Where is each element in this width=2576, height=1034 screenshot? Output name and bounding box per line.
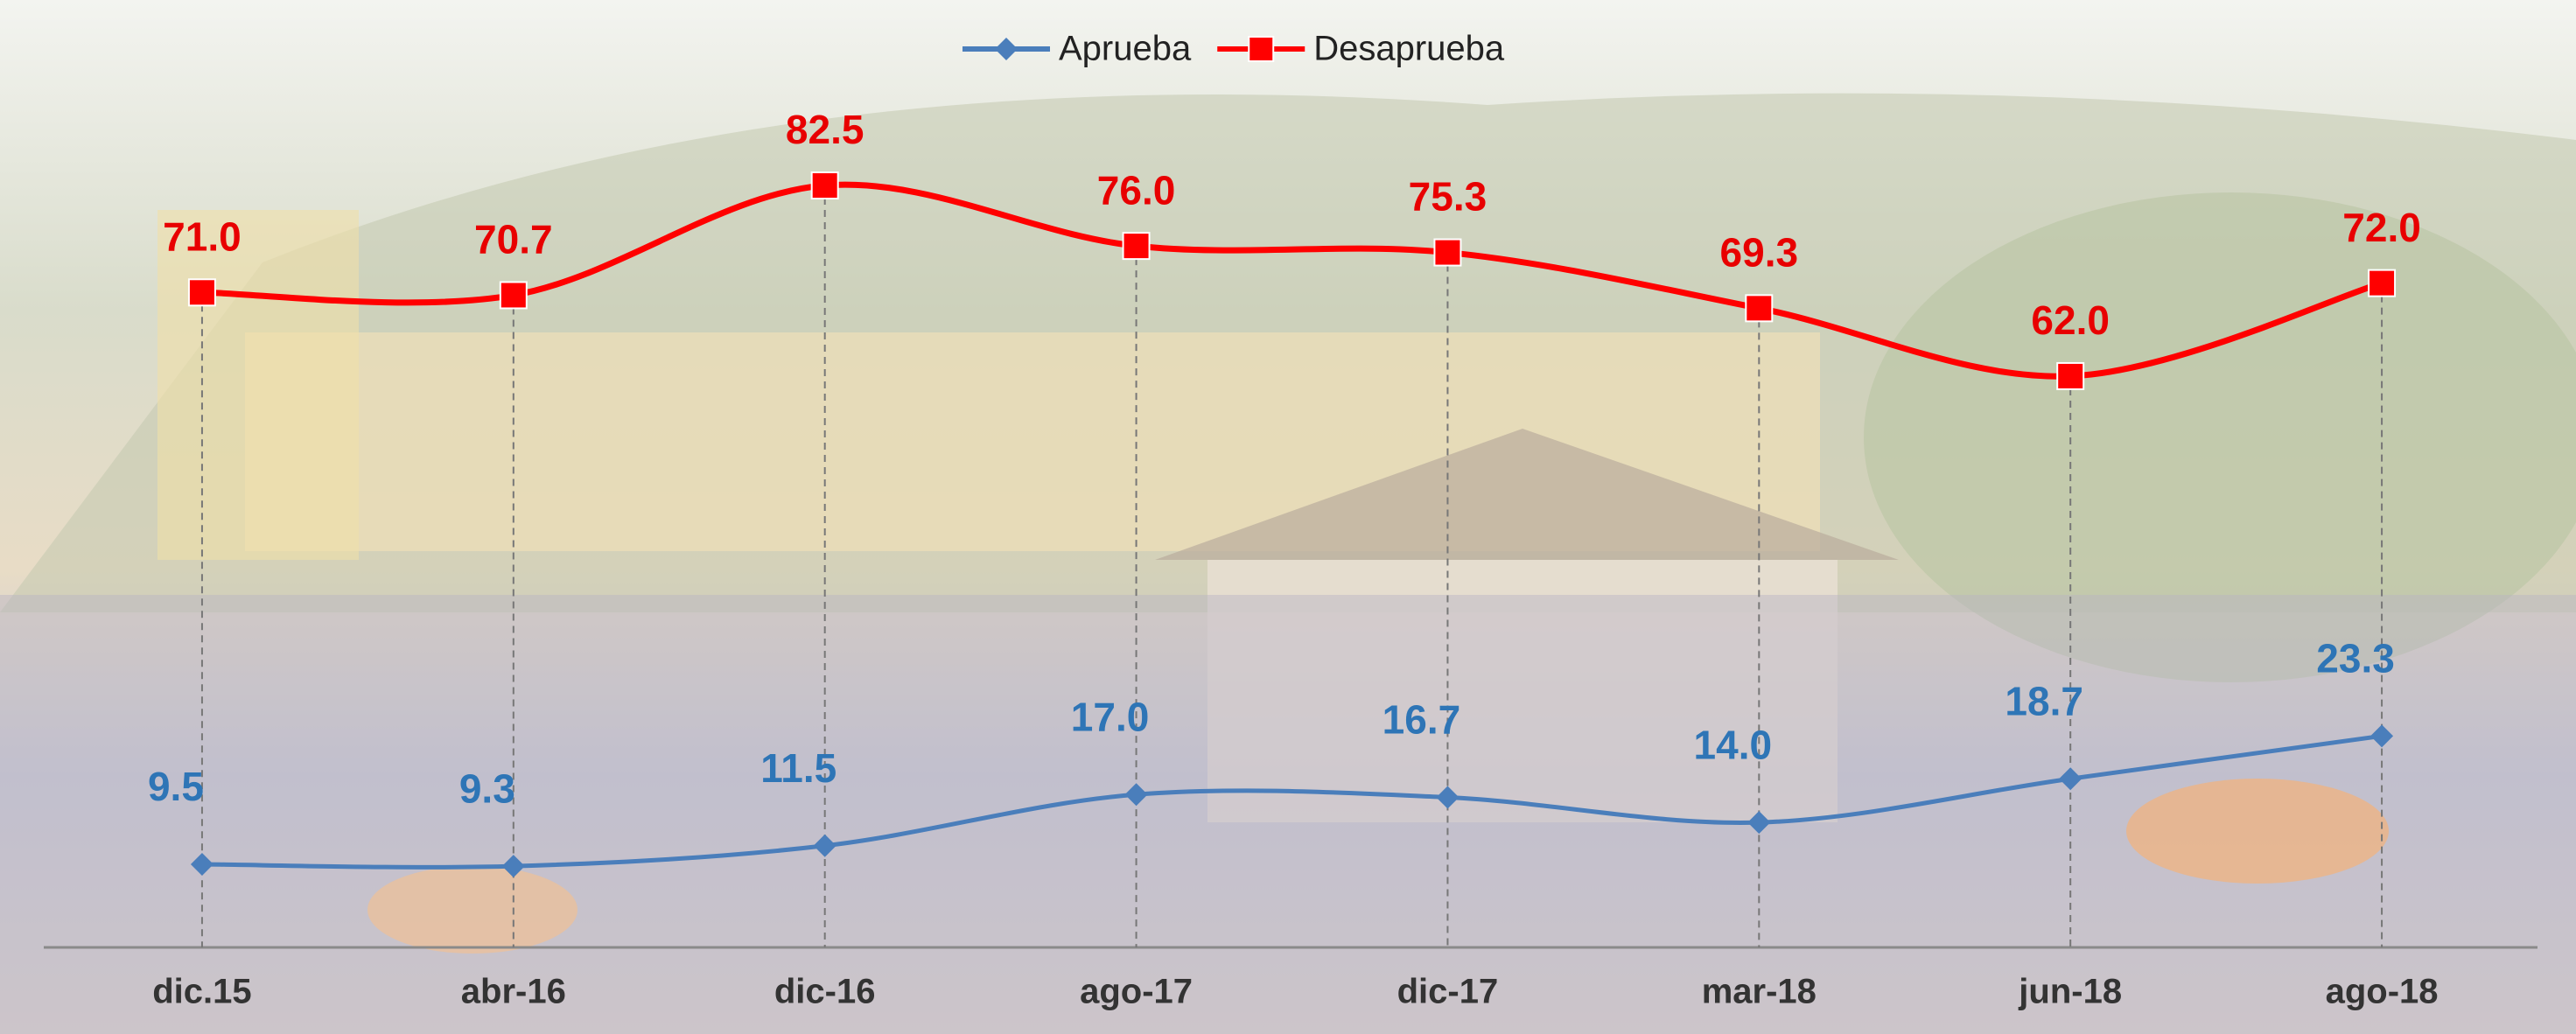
data-point bbox=[812, 172, 838, 199]
data-label: 72.0 bbox=[2342, 205, 2421, 250]
data-label: 82.5 bbox=[786, 107, 864, 152]
data-label: 23.3 bbox=[2316, 635, 2395, 681]
x-tick-label: ago-17 bbox=[1080, 973, 1193, 1011]
data-label: 9.3 bbox=[459, 765, 515, 811]
x-tick-label: jun-18 bbox=[2018, 973, 2122, 1011]
data-label: 71.0 bbox=[163, 213, 242, 259]
data-label: 11.5 bbox=[760, 745, 836, 791]
x-tick-label: ago-18 bbox=[2326, 973, 2439, 1011]
legend-label: Aprueba bbox=[1059, 30, 1192, 68]
data-label: 62.0 bbox=[2031, 297, 2110, 343]
chart: Aprueba Desaprueba dic.15 abr-16 dic-16 ago-… bbox=[0, 0, 2576, 1034]
data-point bbox=[1124, 233, 1150, 259]
data-label: 69.3 bbox=[1720, 229, 1799, 275]
data-label: 70.7 bbox=[474, 217, 553, 262]
data-point bbox=[2369, 270, 2395, 297]
x-tick-label: dic-17 bbox=[1397, 973, 1499, 1011]
legend-marker bbox=[1249, 37, 1273, 61]
data-label: 18.7 bbox=[2005, 678, 2083, 723]
data-point bbox=[2057, 363, 2083, 389]
data-point bbox=[189, 279, 215, 305]
data-label: 75.3 bbox=[1409, 174, 1488, 220]
x-tick-label: abr-16 bbox=[461, 973, 566, 1011]
background-photo bbox=[0, 0, 2576, 1034]
data-point bbox=[1434, 240, 1460, 266]
legend-label: Desaprueba bbox=[1313, 30, 1505, 68]
x-tick-label: dic-16 bbox=[774, 973, 876, 1011]
x-tick-label: mar-18 bbox=[1702, 973, 1816, 1011]
data-label: 14.0 bbox=[1694, 722, 1773, 767]
data-label: 76.0 bbox=[1097, 167, 1176, 213]
data-label: 16.7 bbox=[1382, 697, 1461, 743]
data-label: 9.5 bbox=[148, 764, 204, 809]
data-label: 17.0 bbox=[1071, 694, 1150, 739]
data-point bbox=[1746, 295, 1772, 321]
x-tick-label: dic.15 bbox=[152, 973, 251, 1011]
data-point bbox=[500, 282, 527, 308]
